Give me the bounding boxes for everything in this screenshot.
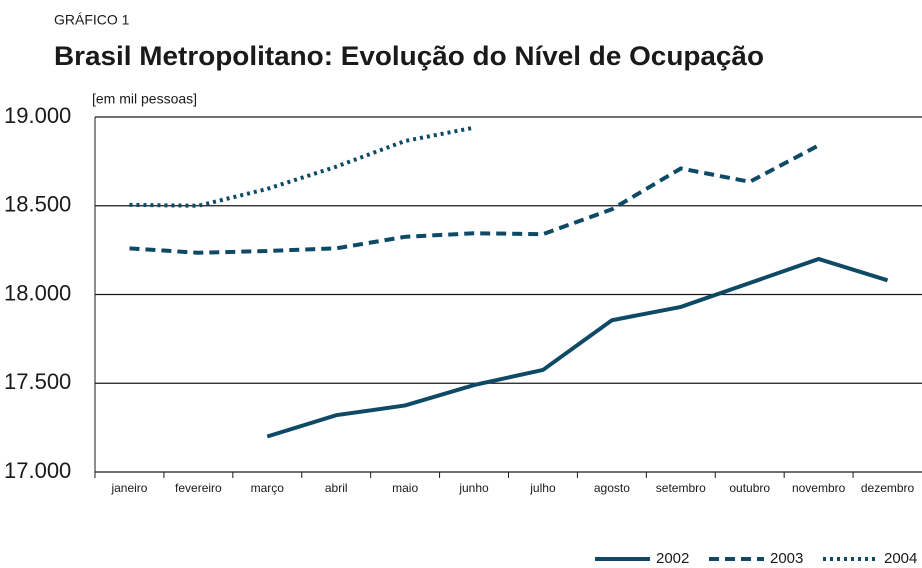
x-tick-label: junho — [458, 481, 489, 495]
y-tick-label: 18.000 — [4, 280, 71, 305]
chart-title: Brasil Metropolitano: Evolução do Nível … — [54, 41, 764, 71]
y-tick-label: 19.000 — [4, 103, 71, 128]
y-tick-label: 17.000 — [4, 458, 71, 483]
x-tick-label: agosto — [594, 481, 630, 495]
x-tick-label: outubro — [729, 481, 770, 495]
series-line — [129, 143, 820, 255]
x-tick-label: setembro — [656, 481, 706, 495]
legend-label: 2002 — [656, 550, 689, 567]
x-tick-label: fevereiro — [175, 481, 222, 495]
series-line — [129, 125, 475, 208]
legend-label: 2004 — [884, 550, 917, 567]
chart-label: GRÁFICO 1 — [54, 12, 130, 28]
x-tick-label: março — [251, 481, 285, 495]
legend-label: 2003 — [770, 550, 803, 567]
x-tick-label: abril — [325, 481, 348, 495]
y-axis-label: [em mil pessoas] — [92, 91, 197, 107]
x-tick-label: janeiro — [110, 481, 147, 495]
y-tick-label: 17.500 — [4, 369, 71, 394]
y-tick-label: 18.500 — [4, 192, 71, 217]
series-line — [266, 256, 889, 439]
x-tick-label: dezembro — [861, 481, 915, 495]
x-tick-label: julho — [529, 481, 556, 495]
x-tick-label: novembro — [792, 481, 846, 495]
x-tick-label: maio — [392, 481, 418, 495]
